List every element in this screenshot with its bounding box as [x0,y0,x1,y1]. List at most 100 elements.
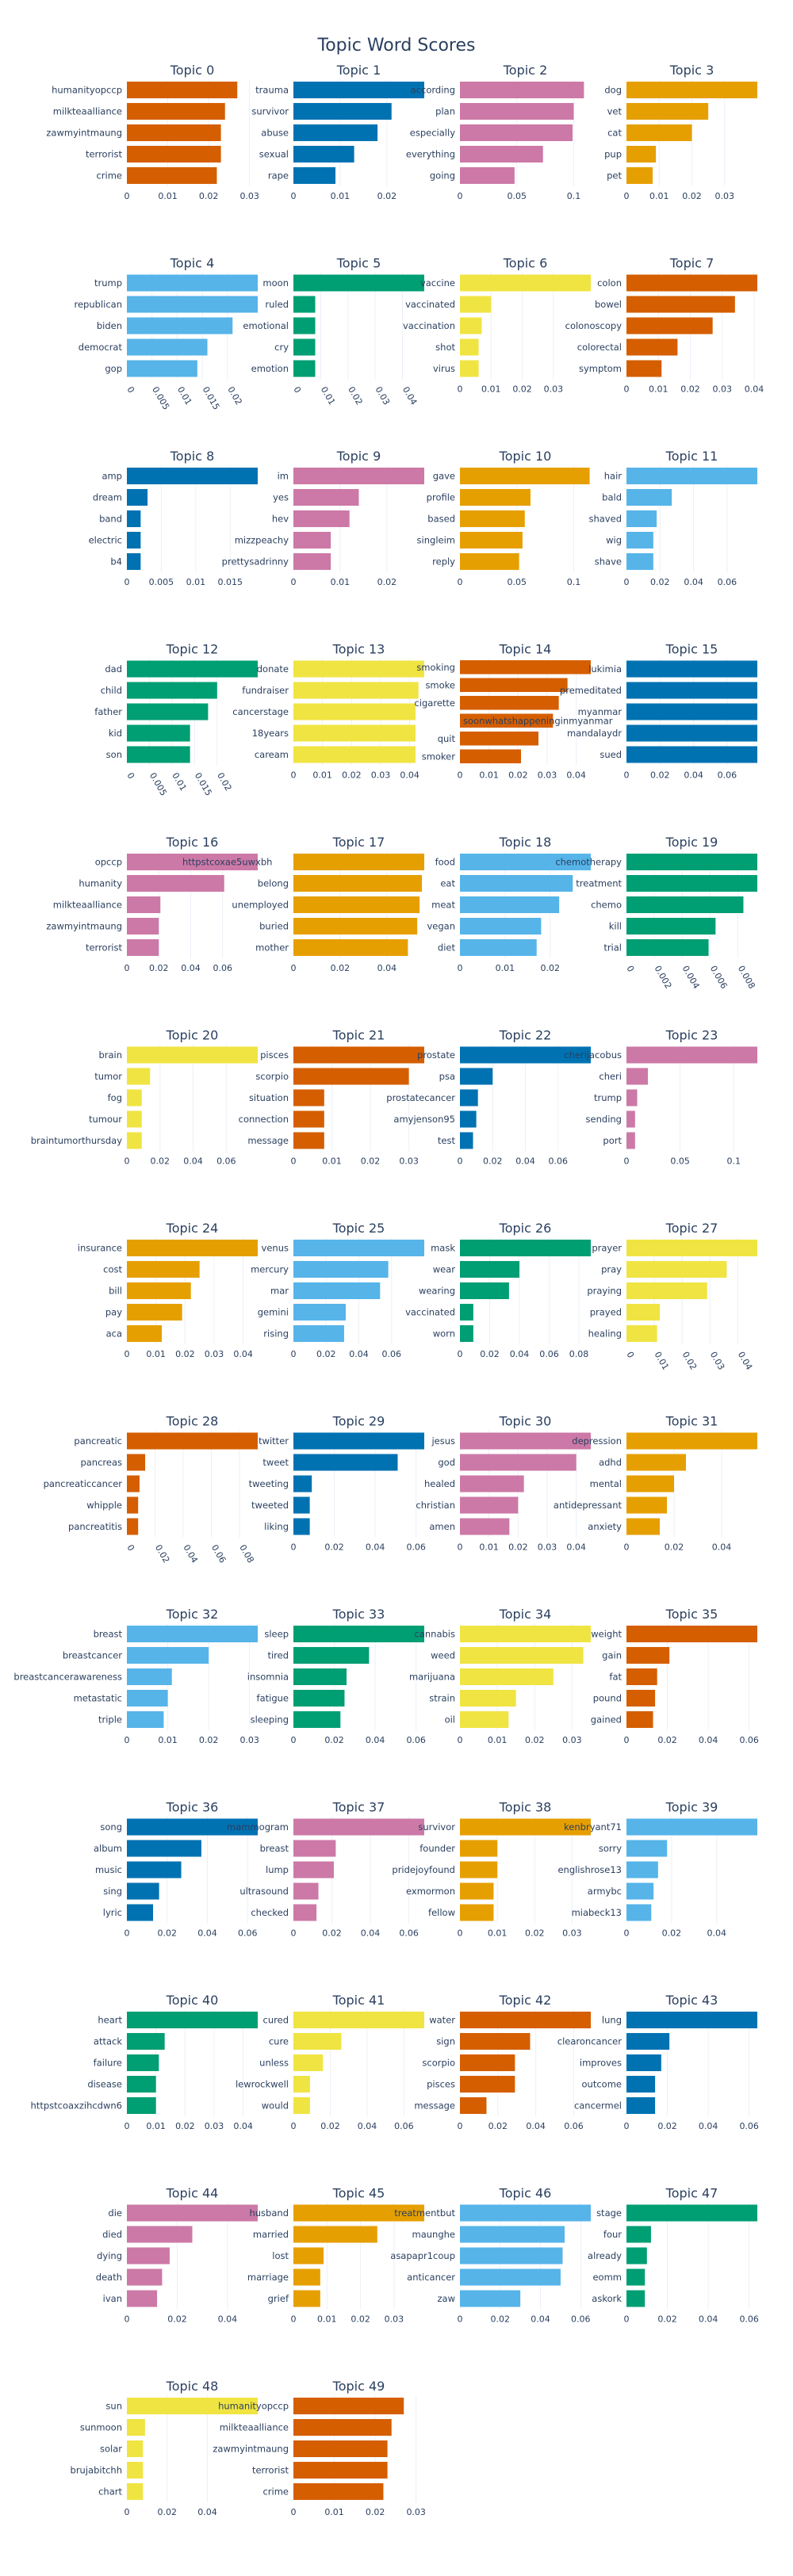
bar [127,853,258,871]
x-tick-label: 0.02 [153,1543,172,1565]
bar [626,2096,656,2115]
subplot-title: Topic 29 [332,1414,385,1429]
subplot-topic-33: Topic 33 sleep tired insomnia fatigue sleepin… [247,1607,426,1745]
subplot-title: Topic 46 [499,2186,552,2201]
x-tick-label: 0.01 [331,577,351,587]
bar [127,682,217,699]
x-tick-label: 0.04 [197,1928,217,1939]
bar [127,145,221,163]
y-tick-label: pancreatic [74,1435,122,1447]
x-tick-label: 0 [458,577,463,587]
y-tick-label: lump [266,1864,289,1875]
bar [293,1668,347,1686]
subplot-topic-19: Topic 19 chemotherapy treatment chemo kill tr… [555,835,757,991]
bar [626,1454,686,1471]
y-tick-label: kenbryant71 [564,1821,622,1833]
y-tick-label: braintumorthursday [31,1135,122,1146]
subplot-grid: Topic 0humanityopccpmilkteaalliancezawmy… [13,63,764,2517]
x-tick-label: 0.02 [512,384,532,395]
bar [460,1046,591,1064]
bar [460,2011,591,2029]
x-tick-label: 0.02 [199,1735,219,1745]
x-tick-label: 0.01 [496,963,515,973]
x-tick-label: 0.06 [718,577,737,587]
x-tick-label: 0.02 [320,2121,340,2131]
x-tick-label: 0.04 [699,2314,718,2325]
y-tick-label: maunghe [412,2229,456,2240]
bar [127,1646,209,1664]
bar [460,917,542,935]
y-tick-label: zawmyintmaung [213,2444,289,2455]
x-tick-label: 0.03 [538,770,557,781]
subplot-title: Topic 40 [166,1993,219,2008]
y-tick-label: kill [609,921,622,932]
y-tick-label: especially [410,128,455,139]
bar [293,2418,392,2436]
y-tick-label: sleep [264,1629,289,1640]
y-tick-label: buried [259,921,289,932]
y-tick-label: lung [602,2015,622,2026]
bar [127,1496,139,1514]
bar [460,1882,494,1900]
subplot-title: Topic 7 [669,256,714,271]
bar [460,678,568,693]
x-tick-label: 0.02 [682,191,702,201]
x-tick-label: 0.02 [225,385,244,407]
x-tick-label: 0.01 [319,385,338,407]
bar [293,1904,317,1921]
y-tick-label: cheri [599,1071,622,1082]
y-tick-label: mammogram [227,1821,289,1833]
y-tick-label: vaccine [420,277,455,289]
bar [626,274,757,292]
bar [127,2418,145,2436]
y-tick-label: sunmoon [80,2422,122,2433]
x-tick-label: 0.02 [158,2507,178,2517]
y-tick-label: eomm [592,2272,622,2283]
bar [460,1454,577,1471]
y-tick-label: dream [93,492,122,503]
subplot-title: Topic 47 [665,2186,718,2201]
bar [626,1260,727,1278]
y-tick-label: survivor [418,1821,455,1833]
bar [293,2204,424,2222]
y-tick-label: shot [435,342,455,353]
x-tick-label: 0.06 [718,770,737,781]
bar [626,917,716,935]
x-tick-label: 0.01 [322,1156,342,1167]
subplot-title: Topic 33 [332,1607,385,1622]
bar [460,1068,493,1085]
y-tick-label: breast [94,1629,123,1640]
bar [293,917,418,935]
subplot-title: Topic 22 [499,1028,552,1043]
y-tick-label: lewrockwell [236,2079,289,2090]
bar [460,317,482,334]
x-tick-label: 0.01 [479,770,499,781]
y-tick-label: antidepressant [554,1500,623,1511]
x-tick-label: 0.04 [233,2121,253,2131]
subplot-title: Topic 43 [665,1993,718,2008]
subplot-topic-6: Topic 6 vaccine vaccinated vaccination shot v… [403,256,591,395]
bar [460,102,574,120]
x-tick-label: 0.02 [680,1350,699,1372]
x-tick-label: 0.04 [699,2121,718,2131]
x-tick-label: 0.04 [745,384,764,395]
x-tick-label: 0 [125,2314,130,2325]
bar [626,2054,661,2072]
bar [460,1089,478,1106]
bar [460,938,537,957]
bar [626,467,757,485]
y-tick-label: situation [249,1092,289,1103]
y-tick-label: pisces [427,2079,455,2090]
y-tick-label: miabeck13 [572,1907,622,1918]
y-tick-label: plan [435,106,455,117]
x-tick-label: 0.006 [708,964,730,991]
y-tick-label: cured [263,2015,289,2026]
bar [293,2011,424,2029]
bar [127,724,190,742]
